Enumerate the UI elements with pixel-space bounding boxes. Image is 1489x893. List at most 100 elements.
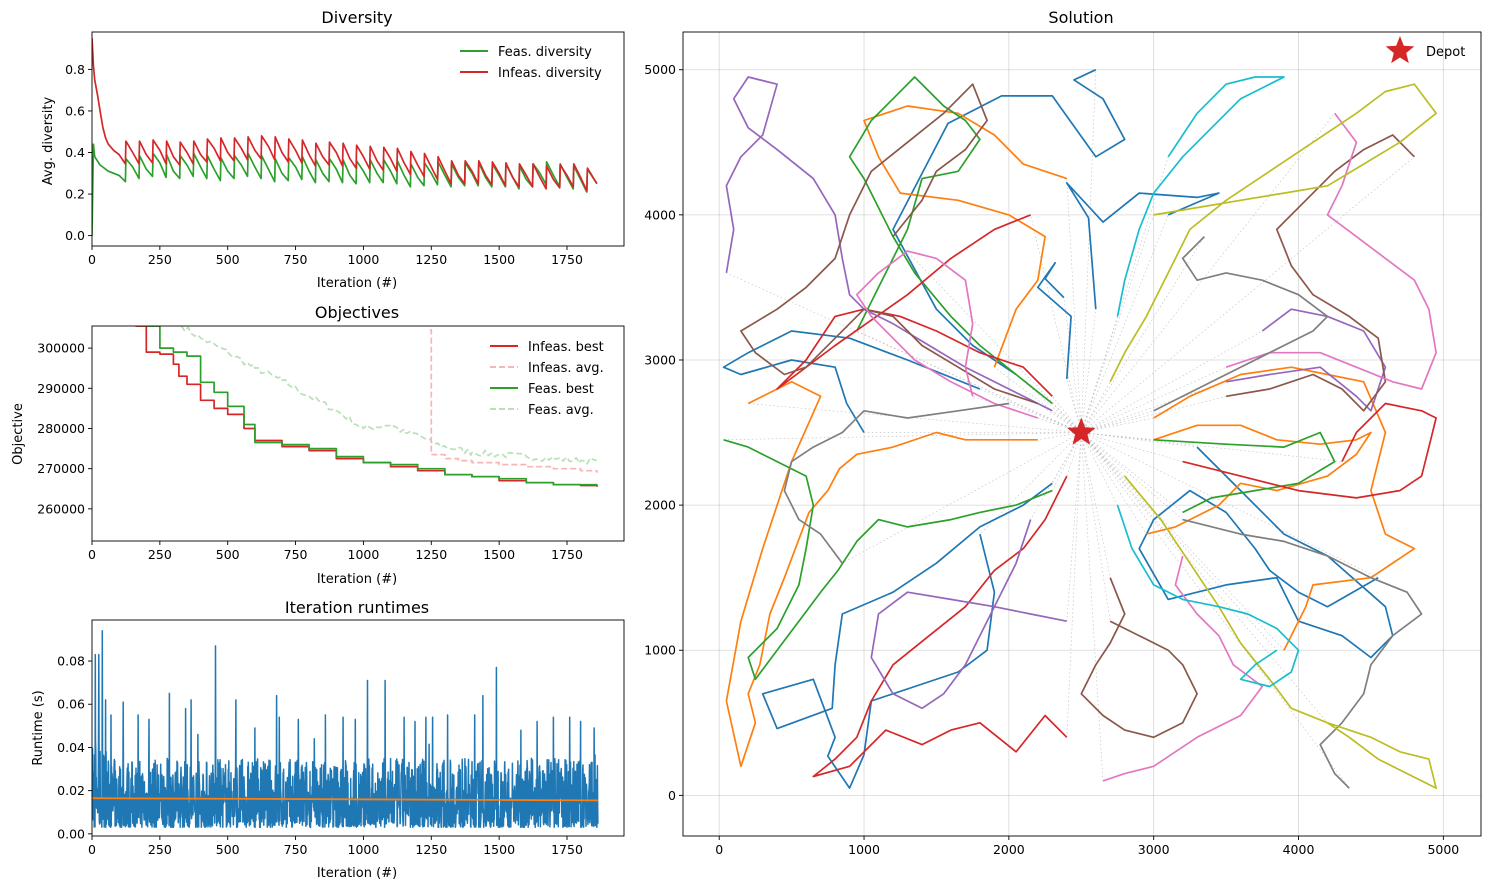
route-line xyxy=(761,482,1053,789)
diversity-chart: Diversity Iteration (#) Avg. diversity 0… xyxy=(41,8,625,291)
x-tick-label: 0 xyxy=(715,842,723,857)
y-tick-label: 300000 xyxy=(37,341,85,356)
y-tick-label: 0.02 xyxy=(57,783,85,798)
x-tick-label: 500 xyxy=(216,842,240,857)
route-line xyxy=(1080,577,1198,739)
y-tick-label: 4000 xyxy=(644,207,676,222)
legend-label: Feas. best xyxy=(528,382,594,397)
legend-depot-marker xyxy=(1385,36,1415,64)
objectives-plot-area: 0 250 500 750 1000 1250 1500 1750 260000 270000 28… xyxy=(37,325,625,562)
x-tick-label: 1000 xyxy=(348,547,380,562)
depot-link xyxy=(1081,381,1111,433)
y-tick-label: 260000 xyxy=(37,501,85,516)
route-line xyxy=(1153,236,1329,412)
route-line xyxy=(855,250,1039,419)
solution-title: Solution xyxy=(1048,8,1113,27)
legend-label: Infeas. diversity xyxy=(498,66,602,81)
y-tick-label: 280000 xyxy=(37,421,85,436)
y-tick-label: 1000 xyxy=(644,643,676,658)
route-line xyxy=(1109,83,1437,383)
route-line xyxy=(1153,366,1416,651)
x-tick-label: 750 xyxy=(284,252,308,267)
solution-legend: Depot xyxy=(1385,36,1465,64)
objectives-series-line xyxy=(146,326,598,487)
route-line xyxy=(1065,182,1220,310)
depot-link xyxy=(1081,417,1154,433)
y-tick-label: 0.0 xyxy=(65,228,85,243)
depot-link xyxy=(1008,403,1082,433)
depot-link xyxy=(1081,381,1227,433)
depot-link xyxy=(1081,432,1379,578)
x-tick-label: 1500 xyxy=(483,547,515,562)
axes-frame xyxy=(682,31,1482,837)
y-tick-label: 270000 xyxy=(37,461,85,476)
x-tick-label: 1500 xyxy=(483,252,515,267)
route-line xyxy=(1153,431,1336,514)
objectives-xlabel: Iteration (#) xyxy=(317,572,397,587)
route-line xyxy=(1124,475,1437,789)
depot-link xyxy=(1066,378,1082,433)
x-tick-label: 750 xyxy=(284,842,308,857)
route-line xyxy=(1225,134,1416,412)
axes-frame xyxy=(91,31,625,247)
objectives-series-line xyxy=(180,326,598,465)
route-line xyxy=(812,475,1068,778)
x-tick-label: 750 xyxy=(284,547,308,562)
depot-link xyxy=(1080,309,1097,433)
depot-link xyxy=(1081,432,1183,557)
route-line xyxy=(1225,308,1387,412)
route-line xyxy=(848,76,1053,405)
depot-link xyxy=(1080,156,1169,433)
x-tick-label: 250 xyxy=(148,842,172,857)
solution-plot-area: 0 1000 2000 3000 4000 5000 0 1000 2000 3000 4000 50… xyxy=(644,31,1482,857)
depot-marker xyxy=(1067,417,1096,445)
y-tick-label: 0 xyxy=(668,788,676,803)
route-line xyxy=(1036,261,1072,379)
diversity-series-line xyxy=(92,38,598,192)
runtimes-chart: Iteration runtimes Iteration (#) Runtime… xyxy=(31,598,625,881)
route-line xyxy=(1225,112,1437,390)
route-line xyxy=(722,330,981,433)
objectives-legend: Infeas. best Infeas. avg. Feas. best Feas. … xyxy=(490,340,604,418)
route-line xyxy=(1102,555,1264,782)
objectives-title: Objectives xyxy=(315,303,399,322)
legend-depot-label: Depot xyxy=(1426,45,1465,60)
x-tick-label: 0 xyxy=(88,547,96,562)
route-line xyxy=(863,105,1068,368)
depot-link xyxy=(726,272,1082,433)
diversity-xlabel: Iteration (#) xyxy=(317,276,397,291)
depot-link xyxy=(1063,297,1082,433)
y-tick-label: 3000 xyxy=(644,352,676,367)
runtime-mean-line xyxy=(92,797,599,802)
route-line xyxy=(1116,504,1300,688)
depot-link xyxy=(1081,432,1278,651)
solution-chart: Solution 0 1000 2000 3000 4000 5000 0 1000 2000 3… xyxy=(644,8,1482,857)
depot-link xyxy=(1080,69,1097,433)
x-tick-label: 0 xyxy=(88,252,96,267)
route-line xyxy=(892,68,1126,376)
runtimes-title: Iteration runtimes xyxy=(285,598,429,617)
objectives-chart: Objectives Iteration (#) Objective 0 250 5… xyxy=(11,303,625,587)
depot-link xyxy=(1081,366,1227,433)
depot-link xyxy=(842,432,1082,564)
x-tick-label: 2000 xyxy=(993,842,1025,857)
y-tick-label: 0.4 xyxy=(65,145,85,160)
x-tick-label: 1750 xyxy=(551,842,583,857)
depot-link xyxy=(1080,214,1169,433)
depot-link xyxy=(1066,432,1082,738)
objectives-ylabel: Objective xyxy=(11,403,26,465)
y-tick-label: 290000 xyxy=(37,381,85,396)
runtimes-ylabel: Runtime (s) xyxy=(31,690,46,765)
depot-link xyxy=(1081,236,1205,433)
axes-frame xyxy=(91,619,625,837)
x-tick-label: 1250 xyxy=(415,842,447,857)
route-line xyxy=(1146,424,1372,535)
legend-label: Infeas. best xyxy=(528,340,604,355)
x-tick-label: 1750 xyxy=(551,547,583,562)
x-tick-label: 500 xyxy=(216,547,240,562)
objectives-series-line xyxy=(429,329,598,473)
diversity-legend: Feas. diversity Infeas. diversity xyxy=(460,45,602,81)
legend-label: Feas. diversity xyxy=(498,45,592,60)
x-tick-label: 0 xyxy=(88,842,96,857)
